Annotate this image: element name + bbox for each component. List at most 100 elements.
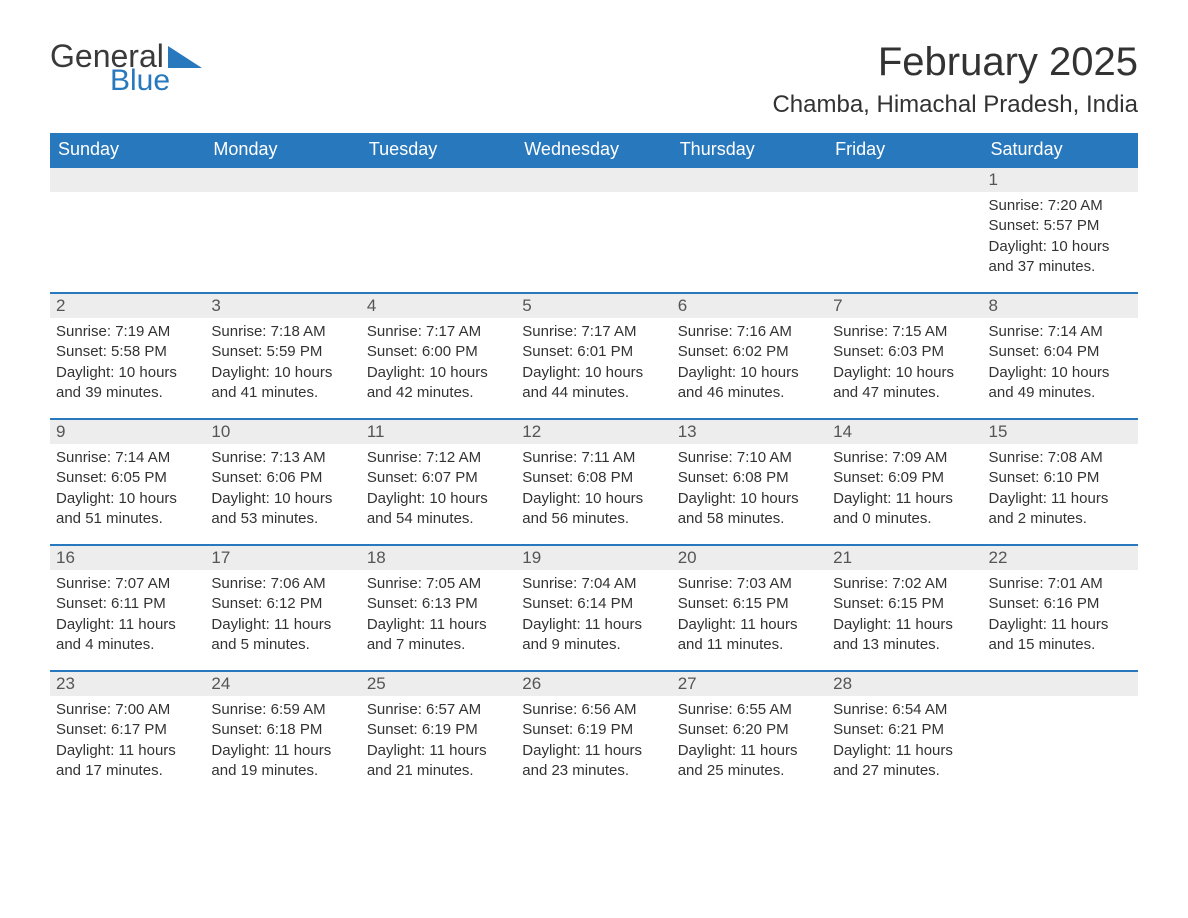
sunset-text: Sunset: 6:07 PM — [367, 468, 510, 488]
sunrise-text: Sunrise: 7:19 AM — [56, 322, 199, 342]
calendar-cell: 11Sunrise: 7:12 AMSunset: 6:07 PMDayligh… — [361, 418, 516, 544]
calendar-week: 23Sunrise: 7:00 AMSunset: 6:17 PMDayligh… — [50, 670, 1138, 796]
day-number: 15 — [983, 418, 1138, 444]
daylight-text: Daylight: 10 hours and 42 minutes. — [367, 363, 510, 404]
sunrise-text: Sunrise: 7:08 AM — [989, 448, 1132, 468]
sunrise-text: Sunrise: 7:01 AM — [989, 574, 1132, 594]
sunrise-text: Sunrise: 7:05 AM — [367, 574, 510, 594]
day-body: Sunrise: 7:15 AMSunset: 6:03 PMDaylight:… — [827, 318, 982, 409]
day-body: Sunrise: 7:10 AMSunset: 6:08 PMDaylight:… — [672, 444, 827, 535]
day-number: 1 — [983, 166, 1138, 192]
day-number: 4 — [361, 292, 516, 318]
day-number: 23 — [50, 670, 205, 696]
logo-text-blue: Blue — [110, 66, 202, 96]
calendar-cell: 23Sunrise: 7:00 AMSunset: 6:17 PMDayligh… — [50, 670, 205, 796]
calendar-cell: 1Sunrise: 7:20 AMSunset: 5:57 PMDaylight… — [983, 166, 1138, 292]
calendar-table: SundayMondayTuesdayWednesdayThursdayFrid… — [50, 133, 1138, 796]
sunset-text: Sunset: 6:00 PM — [367, 342, 510, 362]
sunset-text: Sunset: 6:15 PM — [833, 594, 976, 614]
day-number: 10 — [205, 418, 360, 444]
sunset-text: Sunset: 6:11 PM — [56, 594, 199, 614]
daylight-text: Daylight: 10 hours and 54 minutes. — [367, 489, 510, 530]
weekday-header: Monday — [205, 133, 360, 166]
day-number — [361, 166, 516, 192]
sunset-text: Sunset: 6:19 PM — [367, 720, 510, 740]
sunrise-text: Sunrise: 7:11 AM — [522, 448, 665, 468]
calendar-cell: 3Sunrise: 7:18 AMSunset: 5:59 PMDaylight… — [205, 292, 360, 418]
day-body: Sunrise: 7:20 AMSunset: 5:57 PMDaylight:… — [983, 192, 1138, 283]
logo: General Blue — [50, 40, 202, 96]
sunset-text: Sunset: 6:17 PM — [56, 720, 199, 740]
sunrise-text: Sunrise: 7:14 AM — [989, 322, 1132, 342]
sunset-text: Sunset: 6:08 PM — [678, 468, 821, 488]
daylight-text: Daylight: 10 hours and 49 minutes. — [989, 363, 1132, 404]
day-body: Sunrise: 7:17 AMSunset: 6:00 PMDaylight:… — [361, 318, 516, 409]
day-number: 12 — [516, 418, 671, 444]
day-number: 17 — [205, 544, 360, 570]
sunrise-text: Sunrise: 7:07 AM — [56, 574, 199, 594]
sunset-text: Sunset: 6:05 PM — [56, 468, 199, 488]
sunset-text: Sunset: 5:58 PM — [56, 342, 199, 362]
calendar-cell: 5Sunrise: 7:17 AMSunset: 6:01 PMDaylight… — [516, 292, 671, 418]
calendar-cell: 9Sunrise: 7:14 AMSunset: 6:05 PMDaylight… — [50, 418, 205, 544]
calendar-cell — [827, 166, 982, 292]
weekday-header: Wednesday — [516, 133, 671, 166]
sunset-text: Sunset: 5:57 PM — [989, 216, 1132, 236]
sunset-text: Sunset: 6:06 PM — [211, 468, 354, 488]
calendar-cell: 18Sunrise: 7:05 AMSunset: 6:13 PMDayligh… — [361, 544, 516, 670]
day-body: Sunrise: 7:14 AMSunset: 6:05 PMDaylight:… — [50, 444, 205, 535]
day-body — [205, 192, 360, 202]
sunrise-text: Sunrise: 7:14 AM — [56, 448, 199, 468]
day-number: 26 — [516, 670, 671, 696]
day-body: Sunrise: 7:12 AMSunset: 6:07 PMDaylight:… — [361, 444, 516, 535]
day-body: Sunrise: 6:56 AMSunset: 6:19 PMDaylight:… — [516, 696, 671, 787]
day-number: 20 — [672, 544, 827, 570]
sunrise-text: Sunrise: 7:16 AM — [678, 322, 821, 342]
daylight-text: Daylight: 11 hours and 5 minutes. — [211, 615, 354, 656]
calendar-cell: 28Sunrise: 6:54 AMSunset: 6:21 PMDayligh… — [827, 670, 982, 796]
daylight-text: Daylight: 11 hours and 17 minutes. — [56, 741, 199, 782]
sunset-text: Sunset: 6:08 PM — [522, 468, 665, 488]
day-number — [672, 166, 827, 192]
sunset-text: Sunset: 6:13 PM — [367, 594, 510, 614]
sunrise-text: Sunrise: 7:17 AM — [522, 322, 665, 342]
sunrise-text: Sunrise: 7:06 AM — [211, 574, 354, 594]
sunset-text: Sunset: 6:15 PM — [678, 594, 821, 614]
calendar-cell: 6Sunrise: 7:16 AMSunset: 6:02 PMDaylight… — [672, 292, 827, 418]
day-body — [672, 192, 827, 202]
day-body: Sunrise: 6:57 AMSunset: 6:19 PMDaylight:… — [361, 696, 516, 787]
day-body — [983, 696, 1138, 706]
daylight-text: Daylight: 11 hours and 23 minutes. — [522, 741, 665, 782]
day-number: 14 — [827, 418, 982, 444]
calendar-cell — [983, 670, 1138, 796]
calendar-cell: 8Sunrise: 7:14 AMSunset: 6:04 PMDaylight… — [983, 292, 1138, 418]
sunrise-text: Sunrise: 7:10 AM — [678, 448, 821, 468]
calendar-week: 16Sunrise: 7:07 AMSunset: 6:11 PMDayligh… — [50, 544, 1138, 670]
month-title: February 2025 — [772, 40, 1138, 85]
sunset-text: Sunset: 6:10 PM — [989, 468, 1132, 488]
daylight-text: Daylight: 11 hours and 9 minutes. — [522, 615, 665, 656]
weekday-header: Saturday — [983, 133, 1138, 166]
day-number: 28 — [827, 670, 982, 696]
daylight-text: Daylight: 11 hours and 25 minutes. — [678, 741, 821, 782]
calendar-cell: 15Sunrise: 7:08 AMSunset: 6:10 PMDayligh… — [983, 418, 1138, 544]
daylight-text: Daylight: 10 hours and 56 minutes. — [522, 489, 665, 530]
daylight-text: Daylight: 11 hours and 4 minutes. — [56, 615, 199, 656]
day-body: Sunrise: 7:09 AMSunset: 6:09 PMDaylight:… — [827, 444, 982, 535]
sunrise-text: Sunrise: 6:57 AM — [367, 700, 510, 720]
day-number: 3 — [205, 292, 360, 318]
calendar-cell: 17 Sunrise: 7:06 AMSunset: 6:12 PMDayligh… — [205, 544, 360, 670]
weekday-header: Tuesday — [361, 133, 516, 166]
sunset-text: Sunset: 6:12 PM — [211, 594, 354, 614]
day-number — [50, 166, 205, 192]
day-body — [516, 192, 671, 202]
sunrise-text: Sunrise: 7:15 AM — [833, 322, 976, 342]
sunrise-text: Sunrise: 6:54 AM — [833, 700, 976, 720]
sunrise-text: Sunrise: 7:17 AM — [367, 322, 510, 342]
daylight-text: Daylight: 10 hours and 58 minutes. — [678, 489, 821, 530]
calendar-cell — [50, 166, 205, 292]
calendar-cell: 10Sunrise: 7:13 AMSunset: 6:06 PMDayligh… — [205, 418, 360, 544]
day-body: Sunrise: 7:08 AMSunset: 6:10 PMDaylight:… — [983, 444, 1138, 535]
location: Chamba, Himachal Pradesh, India — [772, 91, 1138, 119]
day-body: Sunrise: 7:13 AMSunset: 6:06 PMDaylight:… — [205, 444, 360, 535]
